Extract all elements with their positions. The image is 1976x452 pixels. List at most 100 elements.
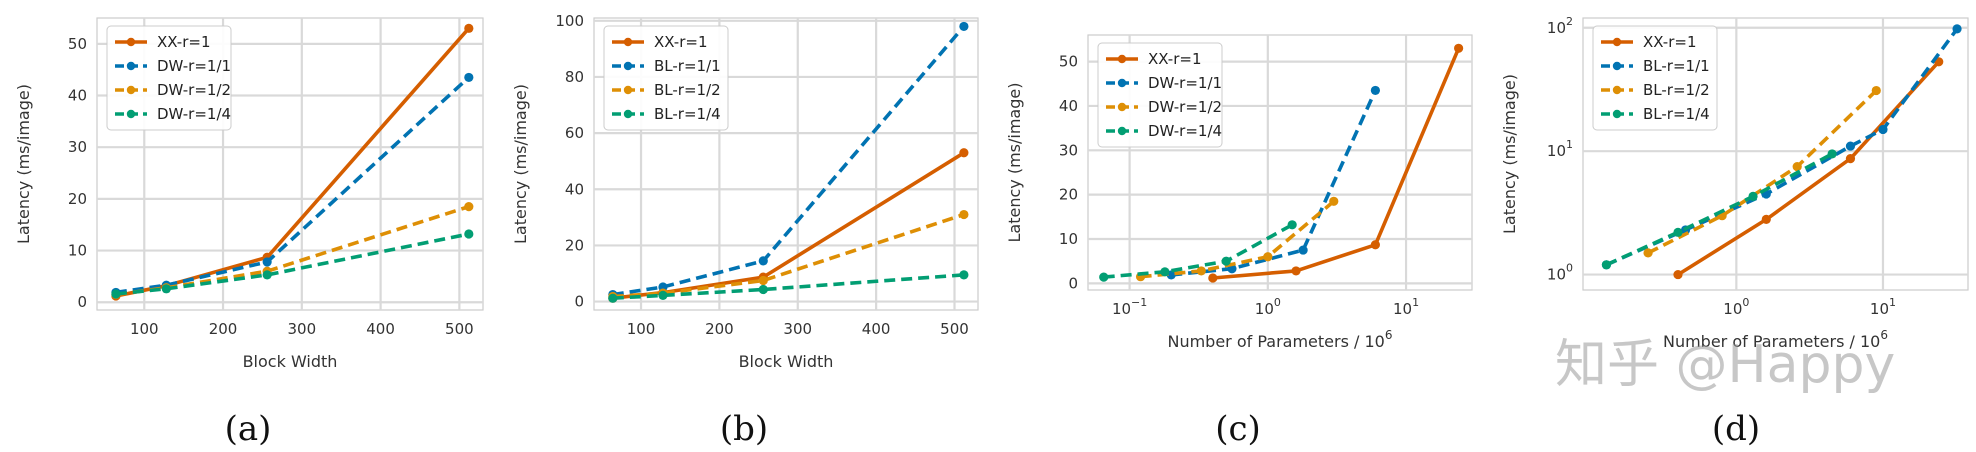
y-tick-label: 10 — [1059, 230, 1078, 248]
x-tick-label: 300 — [287, 320, 316, 338]
legend-swatch-marker — [126, 37, 136, 47]
y-tick-label: 40 — [68, 87, 87, 105]
data-point — [1845, 141, 1856, 151]
legend-entry: DW-r=1/1 — [1148, 74, 1222, 92]
y-tick-label: 50 — [68, 35, 87, 53]
y-tick-label: 100 — [555, 12, 584, 30]
x-axis-label-sup: 6 — [1880, 328, 1888, 342]
panel-caption: (b) — [720, 409, 768, 449]
y-tick-label: 0 — [574, 293, 584, 311]
tick-base: 10 — [1723, 300, 1742, 318]
x-tick-label: 100 — [1723, 296, 1749, 318]
series-line — [1140, 199, 1335, 279]
legend-swatch-marker — [1117, 102, 1127, 112]
data-point — [608, 293, 618, 303]
legend-swatch-marker — [623, 61, 633, 71]
y-tick-label: 50 — [1059, 53, 1078, 71]
x-axis-label: Number of Parameters / 106 — [1663, 328, 1888, 351]
x-tick-label: 200 — [705, 320, 734, 338]
tick-base: 10 — [1870, 300, 1889, 318]
data-point — [758, 256, 768, 266]
tick-base: 10 — [1547, 19, 1566, 37]
data-point — [959, 270, 969, 280]
x-tick-label: 100 — [627, 320, 656, 338]
chart-panel-b: 100 200 300 400 500 0 20 40 60 80 100 Block Width La… — [511, 12, 979, 449]
series-line — [115, 76, 471, 295]
data-point — [1370, 85, 1380, 96]
legend-entry: BL-r=1/1 — [1643, 57, 1710, 75]
data-point — [758, 284, 768, 295]
y-tick-label: 0 — [1068, 274, 1078, 292]
data-point — [1673, 269, 1683, 280]
legend-entry: DW-r=1/2 — [1148, 98, 1222, 116]
series-3 — [1601, 149, 1837, 270]
data-point — [262, 270, 272, 280]
x-tick-label: 100 — [130, 320, 159, 338]
chart-panel-a: 100 200 300 400 500 0 10 20 30 40 50 Block Width Lat… — [14, 17, 484, 449]
data-point — [1454, 43, 1464, 53]
x-axis-label-sup: 6 — [1385, 328, 1393, 342]
x-tick-label: 200 — [209, 320, 238, 338]
tick-exp: 1 — [1412, 296, 1419, 309]
legend-swatch-marker — [1612, 109, 1622, 119]
series-line — [1103, 223, 1294, 279]
tick-exp: 0 — [1742, 296, 1749, 309]
data-point — [758, 275, 768, 286]
x-axis-label-text: Number of Parameters / 10 — [1663, 332, 1880, 351]
series-3 — [111, 229, 474, 299]
legend: XX-r=1 BL-r=1/1 BL-r=1/2 BL-r=1/4 — [1592, 25, 1718, 131]
data-point — [1370, 240, 1380, 250]
y-axis-label: Latency (ms/image) — [14, 84, 33, 244]
legend-entry: BL-r=1/2 — [1643, 81, 1710, 99]
data-point — [464, 72, 474, 83]
y-tick-label: 30 — [1059, 141, 1078, 159]
data-point — [464, 202, 474, 212]
panel-caption: (c) — [1215, 409, 1261, 449]
y-tick-label: 102 — [1547, 15, 1573, 37]
legend-entry: BL-r=1/4 — [654, 105, 721, 123]
legend-box — [1592, 25, 1718, 131]
data-point — [464, 23, 474, 33]
data-point — [1263, 252, 1273, 262]
panel-caption: (a) — [225, 409, 272, 449]
data-point — [1673, 227, 1683, 237]
legend-box — [603, 25, 729, 131]
data-point — [959, 148, 969, 158]
x-axis-label-text: Block Width — [739, 352, 834, 371]
legend: XX-r=1 BL-r=1/1 BL-r=1/2 BL-r=1/4 — [603, 25, 729, 131]
tick-exp: 0 — [1274, 296, 1281, 309]
data-point — [262, 257, 272, 267]
y-axis-label: Latency (ms/image) — [511, 84, 530, 244]
x-tick-label: 100 — [1255, 296, 1281, 318]
data-point — [1329, 196, 1339, 206]
x-axis-label: Number of Parameters / 106 — [1167, 328, 1392, 351]
legend: XX-r=1 DW-r=1/1 DW-r=1/2 DW-r=1/4 — [1097, 42, 1223, 148]
legend-entry: BL-r=1/4 — [1643, 105, 1710, 123]
legend-entry: BL-r=1/1 — [654, 57, 721, 75]
legend-entry: XX-r=1 — [157, 33, 211, 51]
y-axis-label: Latency (ms/image) — [1005, 83, 1024, 243]
x-tick-label: 500 — [445, 320, 474, 338]
data-point — [161, 284, 171, 294]
x-axis-label-text: Block Width — [243, 352, 338, 371]
data-point — [1748, 191, 1758, 202]
tick-exp: 2 — [1566, 15, 1573, 28]
series-3 — [608, 270, 969, 303]
series-0 — [1208, 43, 1464, 283]
tick-exp: 1 — [1566, 138, 1573, 151]
y-tick-label: 20 — [68, 190, 87, 208]
series-line — [115, 232, 470, 296]
legend-entry: XX-r=1 — [1643, 33, 1697, 51]
legend-swatch-marker — [1117, 78, 1127, 88]
watermark-text: 知乎 @Happy — [1555, 335, 1895, 395]
legend: XX-r=1 DW-r=1/1 DW-r=1/2 DW-r=1/4 — [106, 25, 232, 131]
legend-swatch-marker — [1612, 85, 1622, 95]
legend-swatch-marker — [1117, 126, 1127, 136]
tick-base: 10 — [1547, 266, 1566, 284]
data-point — [1792, 161, 1802, 172]
x-tick-label: 101 — [1393, 296, 1419, 318]
legend-entry: DW-r=1/4 — [1148, 122, 1222, 140]
